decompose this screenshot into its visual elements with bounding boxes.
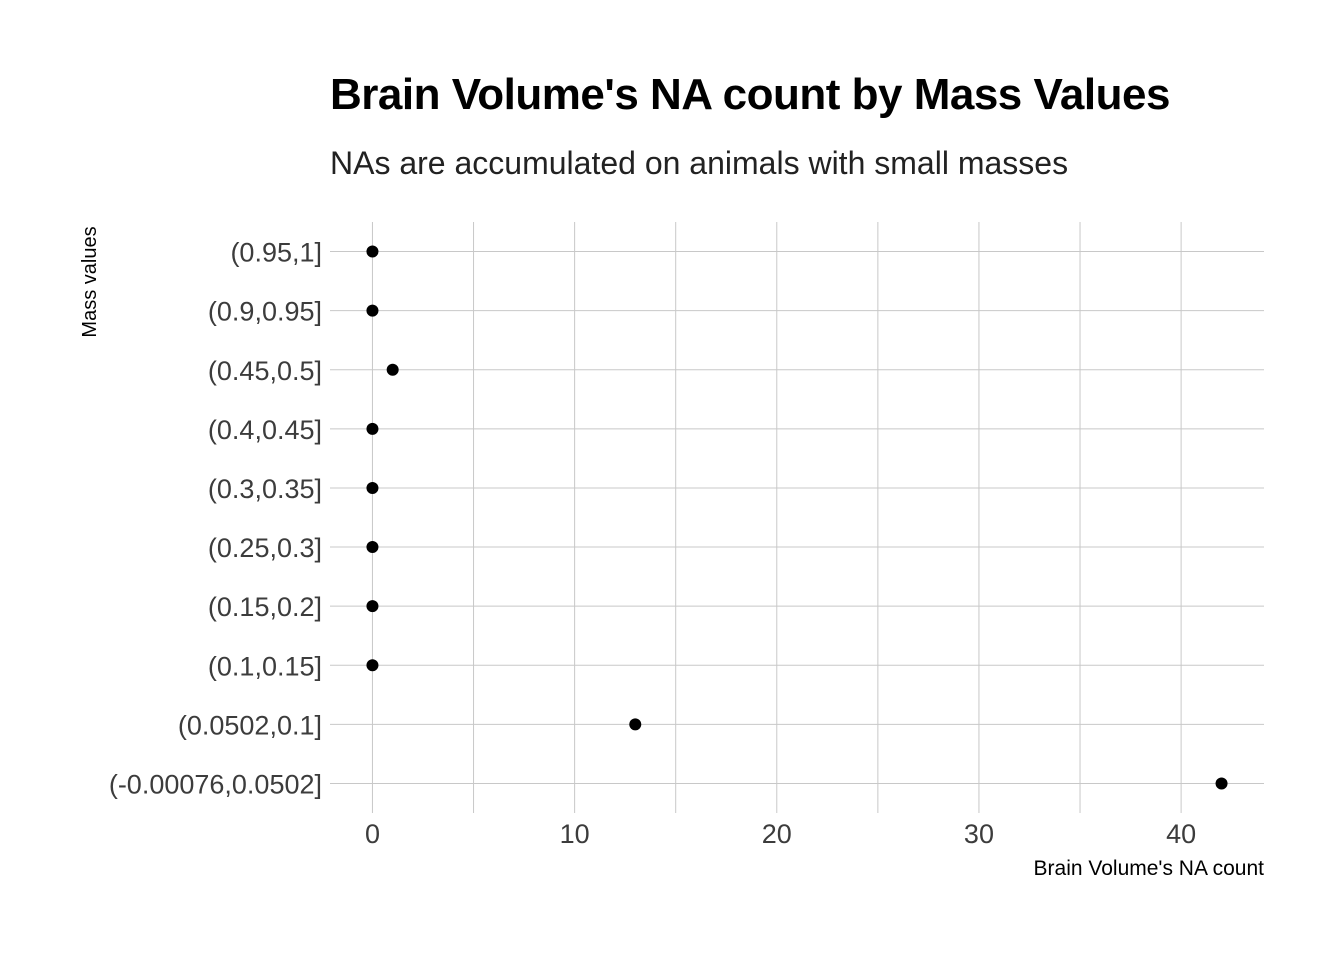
grid-lines [330, 222, 1264, 813]
y-tick-label: (-0.00076,0.0502] [109, 769, 322, 799]
x-axis-label: Brain Volume's NA count [1034, 857, 1265, 880]
y-tick-labels: (-0.00076,0.0502] (0.0502,0.1] (0.1,0.15] (… [109, 238, 322, 800]
y-tick-label: (0.3,0.35] [208, 474, 322, 504]
data-point [386, 363, 399, 376]
y-tick-label: (0.25,0.3] [208, 533, 322, 563]
y-tick-label: (0.45,0.5] [208, 356, 322, 386]
y-tick-label: (0.9,0.95] [208, 297, 322, 327]
data-point [366, 304, 379, 317]
data-points [366, 245, 1228, 790]
y-tick-label: (0.1,0.15] [208, 651, 322, 681]
data-point [366, 659, 379, 672]
x-tick-label: 30 [964, 819, 994, 849]
y-tick-label: (0.15,0.2] [208, 592, 322, 622]
x-tick-label: 20 [762, 819, 792, 849]
data-point [366, 481, 379, 494]
y-tick-label: (0.95,1] [230, 238, 322, 268]
x-tick-label: 10 [560, 819, 590, 849]
chart-subtitle: NAs are accumulated on animals with smal… [330, 145, 1069, 181]
x-tick-labels: 0 10 20 30 40 [365, 819, 1196, 849]
y-tick-label: (0.4,0.45] [208, 415, 322, 445]
data-point [366, 541, 379, 554]
data-point [366, 422, 379, 435]
y-tick-label: (0.0502,0.1] [178, 710, 322, 740]
x-tick-label: 40 [1166, 819, 1196, 849]
data-point [1215, 777, 1228, 790]
chart-title: Brain Volume's NA count by Mass Values [330, 70, 1170, 119]
data-point [629, 718, 642, 731]
x-tick-label: 0 [365, 819, 380, 849]
data-point [366, 245, 379, 258]
y-axis-label: Mass values [79, 226, 101, 337]
data-point [366, 600, 379, 613]
